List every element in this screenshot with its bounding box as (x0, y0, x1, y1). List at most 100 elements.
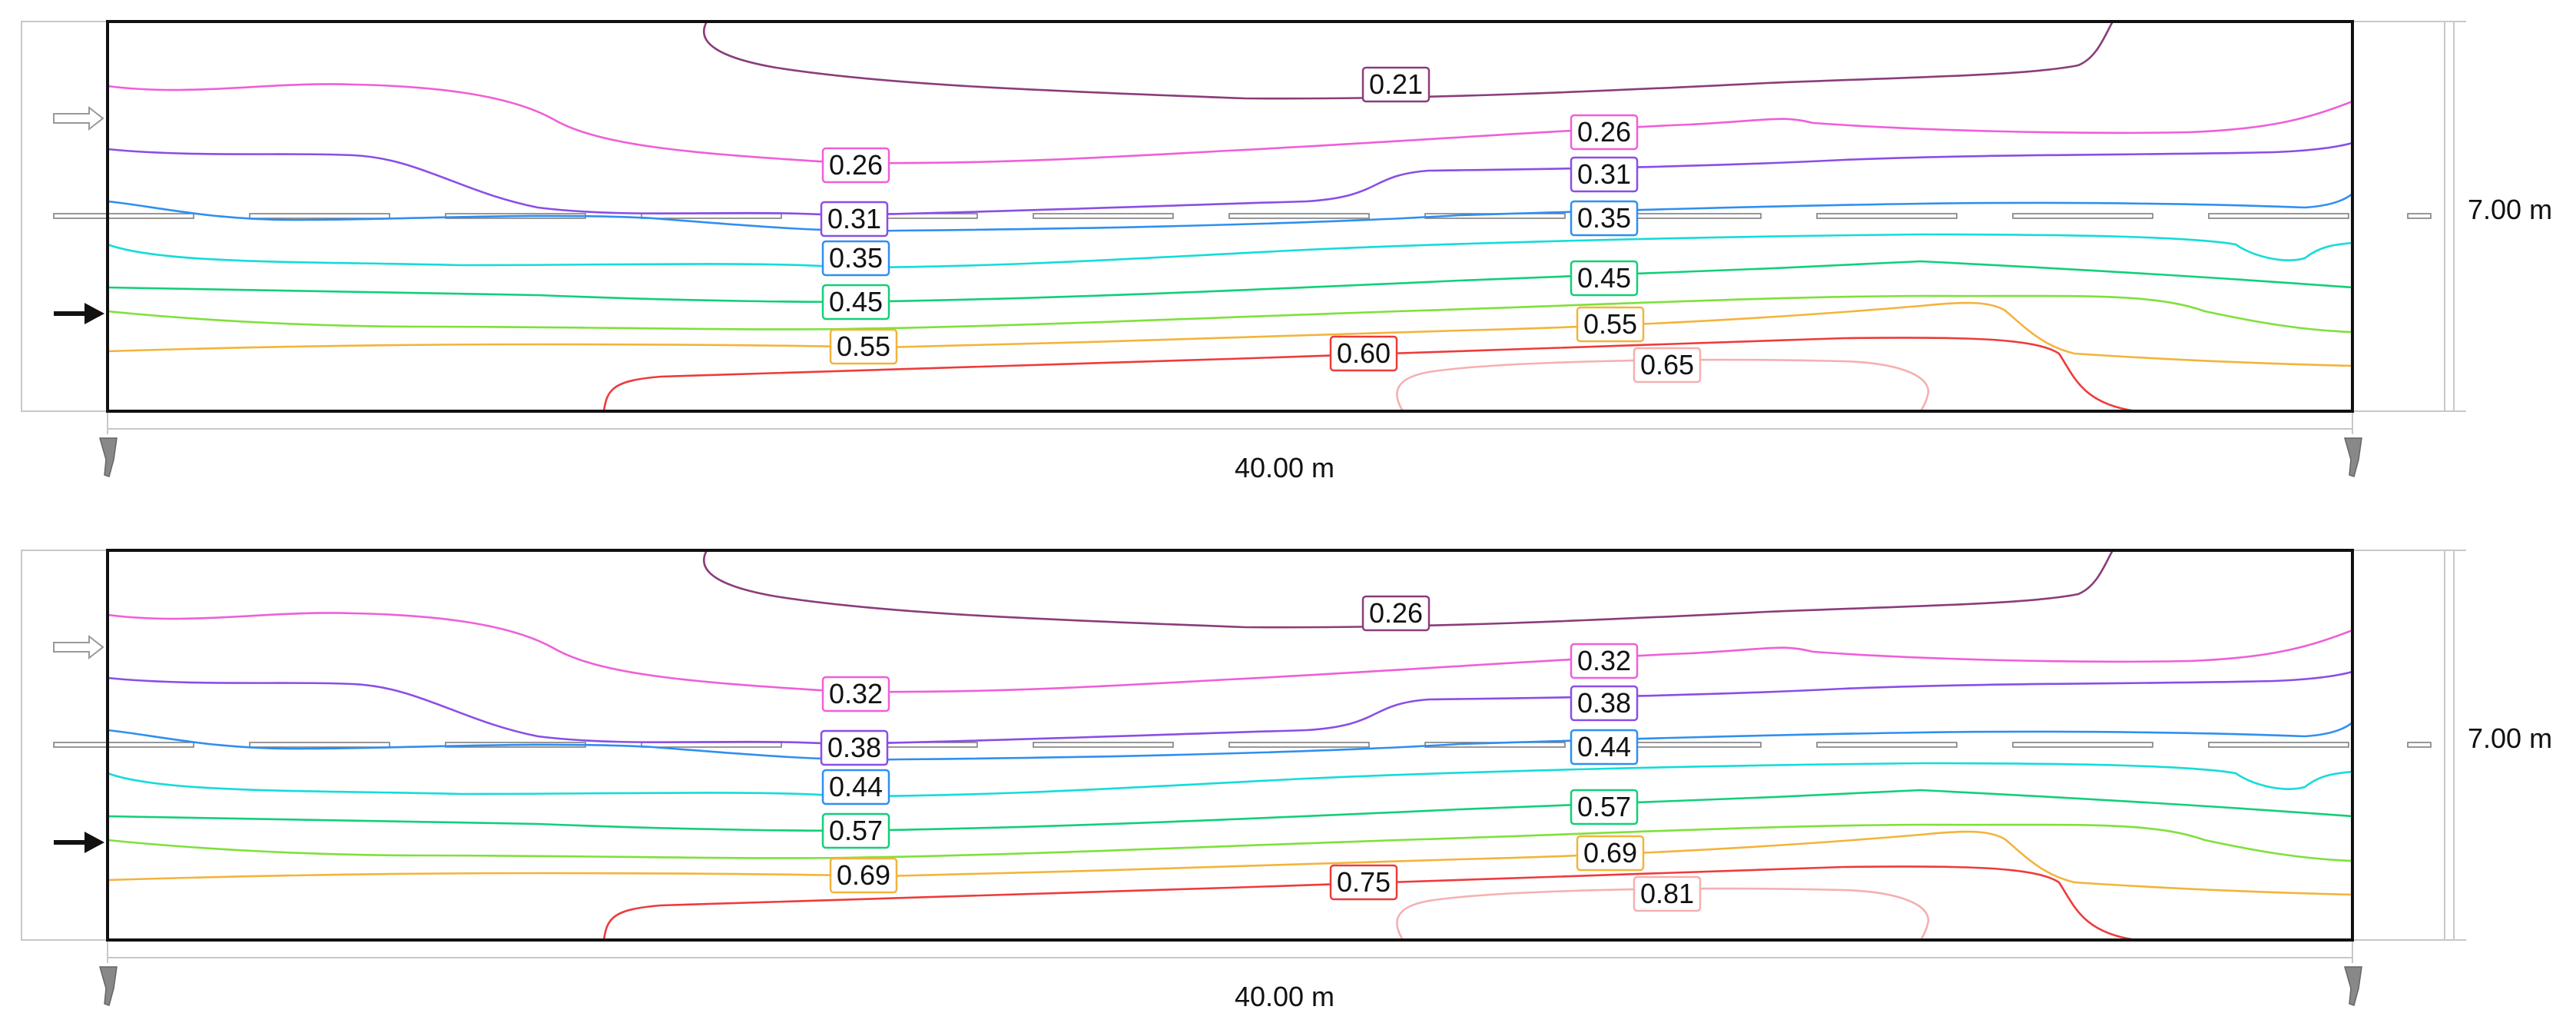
label-box (1570, 643, 1639, 679)
label-text: 0.38 (1577, 687, 1631, 719)
contour-label-8-a: 0.60 (1329, 335, 1398, 372)
label-box (1329, 864, 1398, 901)
contour-line-3 (107, 721, 2353, 761)
label-text: 0.26 (1577, 116, 1631, 148)
rail-segment (2208, 742, 2349, 748)
label-text: 0.21 (1369, 68, 1423, 100)
contour-line-5 (107, 789, 2353, 832)
contour-line-7 (107, 301, 2353, 367)
height-dimension-label: 7.00 m (2468, 722, 2552, 754)
contour-line-6 (107, 823, 2353, 862)
panel-frame (21, 21, 2467, 435)
label-box (1570, 260, 1639, 297)
label-box (821, 240, 890, 277)
contour-label-2-a: 0.31 (820, 201, 889, 237)
rail-segment (1033, 213, 1174, 219)
label-box (1576, 835, 1645, 872)
contour-label-1-b: 0.32 (1570, 643, 1639, 679)
contour-line-8 (602, 865, 2137, 942)
label-box (820, 729, 889, 766)
label-text: 0.69 (1583, 837, 1637, 869)
contour-label-0-a: 0.21 (1361, 66, 1431, 103)
rail-segment (1620, 213, 1762, 219)
label-text: 0.75 (1337, 866, 1391, 898)
rail-segment (1816, 213, 1958, 219)
label-box (1570, 789, 1639, 825)
rail-segment (2012, 213, 2153, 219)
contour-label-5-b: 0.57 (1570, 789, 1639, 825)
contour-label-3-b: 0.35 (1570, 200, 1639, 237)
dashed-rail (53, 742, 2432, 748)
label-text: 0.31 (827, 203, 881, 234)
label-text: 0.44 (1577, 731, 1631, 762)
contour-label-2-b: 0.31 (1570, 156, 1639, 193)
contour-label-7-b: 0.55 (1576, 306, 1645, 343)
contour-line-2 (107, 141, 2353, 217)
contour-label-2-b: 0.38 (1570, 685, 1639, 722)
contour-line-2 (107, 670, 2353, 746)
label-text: 0.32 (1577, 645, 1631, 676)
contour-label-7-b: 0.69 (1576, 835, 1645, 872)
label-box (1570, 729, 1639, 766)
contour-line-6 (107, 294, 2353, 334)
label-box (829, 857, 898, 894)
contour-label-3-b: 0.44 (1570, 729, 1639, 766)
rail-segment (1816, 742, 1958, 748)
label-text: 0.65 (1640, 349, 1694, 380)
room-boundary (106, 549, 2354, 942)
label-box (821, 676, 890, 712)
contour-line-7 (107, 830, 2353, 896)
width-dimension-label: 40.00 m (1235, 452, 1334, 483)
label-box (1633, 347, 1702, 384)
contour-label-7-a: 0.55 (829, 328, 898, 365)
contour-line-4 (107, 762, 2353, 798)
label-box (821, 812, 890, 849)
luminaire-icon (99, 966, 118, 1006)
contour-label-3-a: 0.35 (821, 240, 890, 277)
luminaire-icon (2344, 966, 2362, 1006)
label-text: 0.32 (829, 678, 883, 709)
label-text: 0.55 (837, 330, 890, 362)
label-box (1570, 156, 1639, 193)
luminaire-icon (99, 437, 118, 477)
label-text: 0.45 (829, 286, 883, 317)
label-box (1570, 200, 1639, 237)
contour-line-3 (107, 192, 2353, 232)
rail-segment (2012, 742, 2153, 748)
contour-label-3-a: 0.44 (821, 769, 890, 805)
label-box (1633, 875, 1702, 912)
label-text: 0.57 (1577, 791, 1631, 822)
contour-line-0 (702, 21, 2114, 100)
hollow-arrow-icon (53, 634, 104, 660)
hollow-arrow-icon (53, 105, 104, 131)
rail-end-segment (2407, 213, 2432, 219)
luminaire-icon (2344, 437, 2362, 477)
label-box (1576, 306, 1645, 343)
label-text: 0.60 (1337, 337, 1391, 369)
contour-line-5 (107, 260, 2353, 304)
contour-label-8-a: 0.75 (1329, 864, 1398, 901)
rail-segment (1228, 742, 1370, 748)
label-box (1361, 595, 1431, 632)
label-box (1329, 335, 1398, 372)
rail-segment (1228, 213, 1370, 219)
contour-label-2-a: 0.38 (820, 729, 889, 766)
label-box (1570, 685, 1639, 722)
label-box (821, 147, 890, 184)
panel-bottom: 0.26 0.32 0.32 0.38 0.38 0.44 0.44 0.57 0.57 0.69… (21, 549, 2552, 1012)
contour-label-9-a: 0.65 (1633, 347, 1702, 384)
contour-label-1-b: 0.26 (1570, 114, 1639, 151)
contour-label-1-a: 0.26 (821, 147, 890, 184)
label-text: 0.55 (1583, 308, 1637, 340)
room-boundary (106, 20, 2354, 413)
height-dimension-label: 7.00 m (2468, 194, 2552, 225)
contour-line-9 (1396, 358, 1930, 412)
contour-label-9-a: 0.81 (1633, 875, 1702, 912)
label-box (820, 201, 889, 237)
rail-segment (249, 742, 390, 748)
label-text: 0.35 (1577, 202, 1631, 234)
contour-label-5-a: 0.57 (821, 812, 890, 849)
rail-segment (53, 213, 194, 219)
